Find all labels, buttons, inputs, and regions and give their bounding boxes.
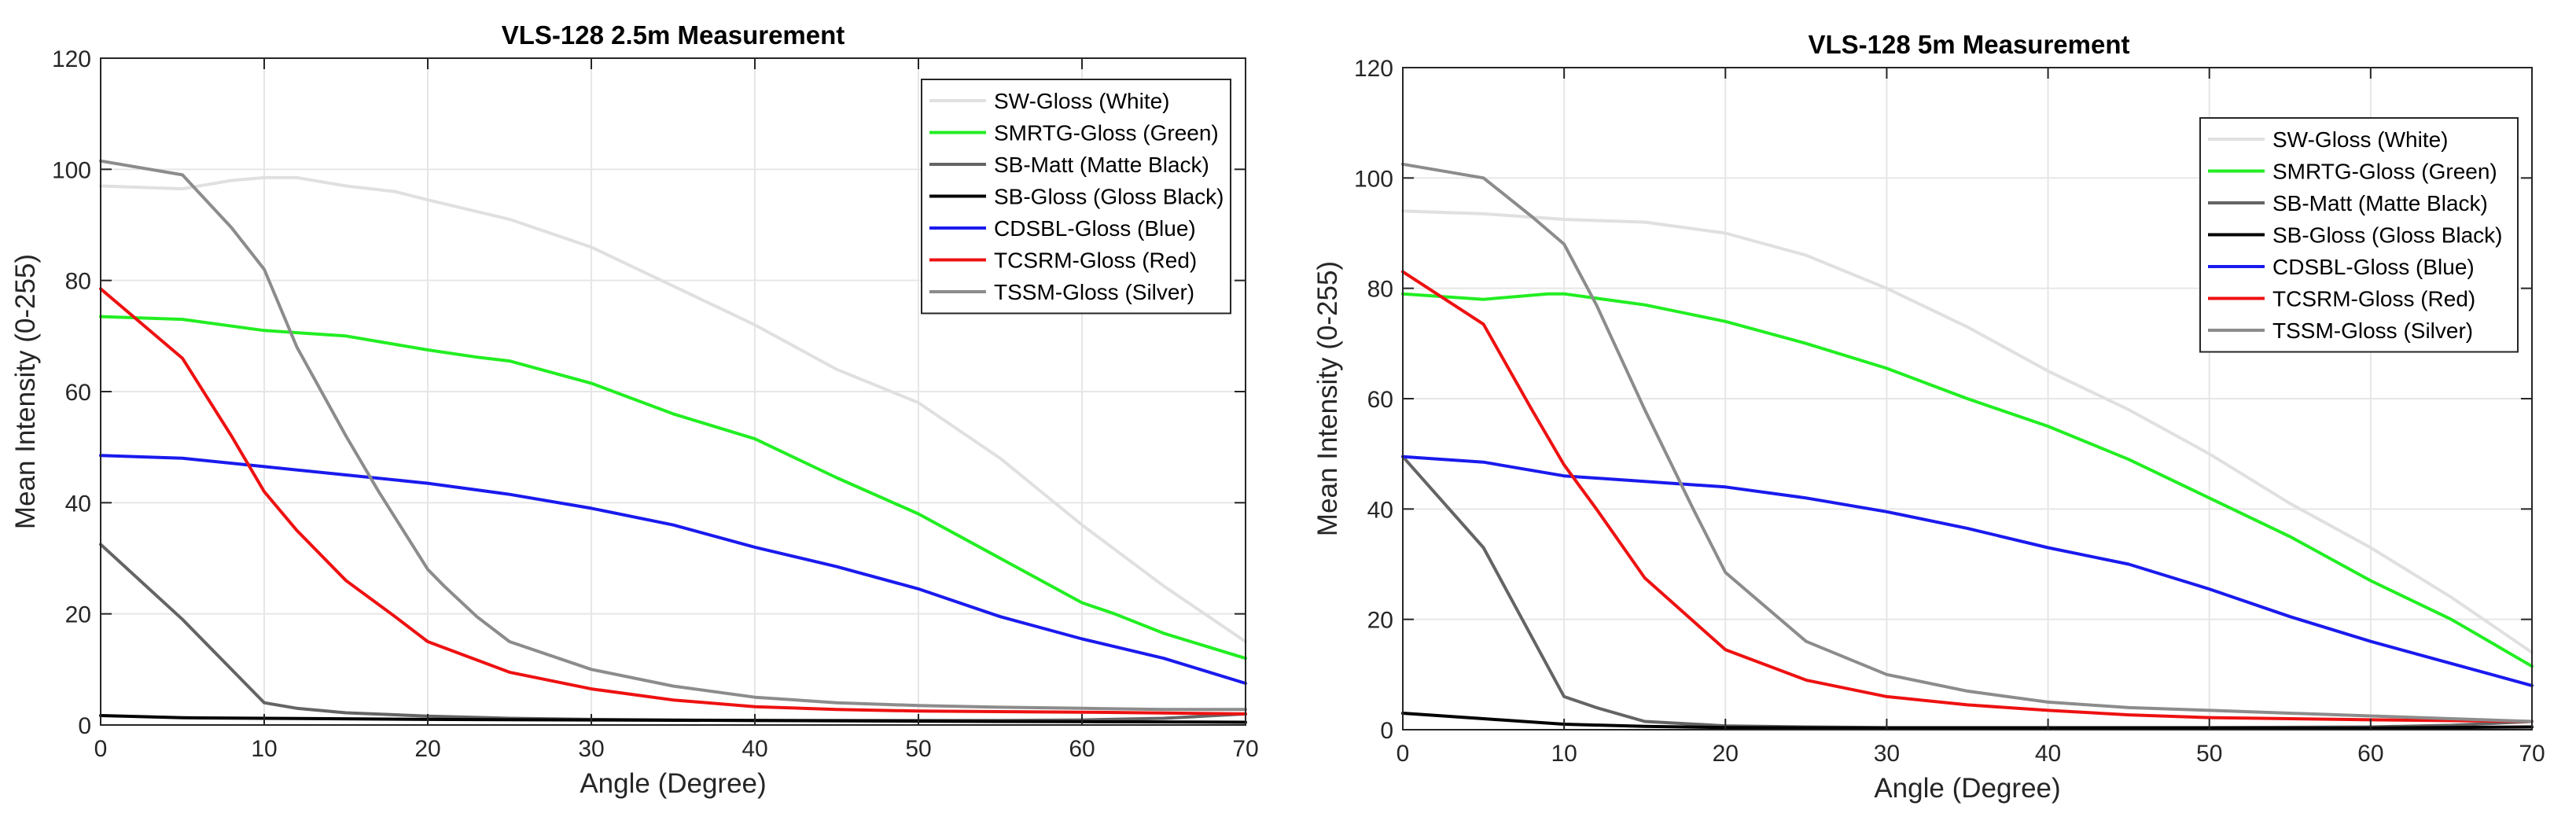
series-line-tssm-gloss-silver (99, 159, 1247, 712)
y-axis-label: Mean Intensity (0-255) (1312, 261, 1343, 536)
series-line-cdsbl-gloss-blue (1401, 454, 2534, 687)
ticks: 0 10 20 30 40 50 60 70 0 20 40 60 80 100 120 (1354, 56, 2545, 767)
x-tick-label: 40 (742, 736, 767, 762)
series-line-cdsbl-gloss-blue (99, 454, 1247, 685)
x-tick-label: 30 (1874, 741, 1900, 767)
series-line-tcsrm-gloss-red (99, 287, 1247, 716)
series-line-sb-gloss-gloss-black (1401, 712, 2534, 730)
series-line-tssm-gloss-silver (1401, 162, 2534, 723)
chart-2.5m: 0 10 20 30 40 50 60 70 0 20 40 60 80 100 120 VLS-128 2.… (10, 20, 1259, 799)
x-tick-label: 70 (1232, 736, 1258, 762)
x-tick-label: 30 (578, 736, 604, 762)
legend-label-sw-gloss-white: SW-Gloss (White) (2272, 127, 2449, 152)
y-tick-label: 20 (1367, 608, 1393, 634)
chart-title: VLS-128 2.5m Measurement (502, 20, 845, 50)
chart-2.5m-panel: 0 10 20 30 40 50 60 70 0 20 40 60 80 100 120 VLS-128 2.… (10, 20, 1259, 799)
y-tick-label: 120 (52, 46, 91, 72)
y-tick-label: 80 (1367, 277, 1393, 303)
x-tick-label: 20 (414, 736, 440, 762)
series-line-smrtg-gloss-green (99, 315, 1247, 661)
series-line-smrtg-gloss-green (1401, 292, 2534, 668)
legend-label-smrtg-gloss-green: SMRTG-Gloss (Green) (994, 121, 1219, 145)
legend-label-tcsrm-gloss-red: TCSRM-Gloss (Red) (994, 248, 1197, 273)
x-tick-label: 10 (251, 736, 277, 762)
legend-label-tssm-gloss-silver: TSSM-Gloss (Silver) (994, 280, 1194, 304)
x-tick-label: 10 (1551, 741, 1577, 767)
x-tick-label: 40 (2035, 741, 2061, 767)
y-axis-label: Mean Intensity (0-255) (10, 254, 41, 529)
y-tick-label: 120 (1354, 56, 1393, 82)
x-tick-label: 70 (2519, 741, 2545, 767)
y-tick-label: 40 (1367, 497, 1393, 523)
legend-label-sb-gloss-gloss-black: SB-Gloss (Gloss Black) (994, 185, 1224, 209)
legend-label-sb-gloss-gloss-black: SB-Gloss (Gloss Black) (2272, 223, 2503, 248)
series-line-sw-gloss-white (99, 175, 1247, 643)
series-line-tcsrm-gloss-red (1401, 270, 2534, 723)
y-tick-label: 40 (65, 491, 91, 517)
chart-title: VLS-128 5m Measurement (1808, 30, 2129, 59)
y-tick-label: 20 (65, 602, 91, 628)
legend-label-sb-matt-matte-black: SB-Matt (Matte Black) (994, 153, 1209, 177)
legend-label-tcsrm-gloss-red: TCSRM-Gloss (Red) (2272, 287, 2475, 311)
x-axis-label: Angle (Degree) (1874, 773, 2060, 804)
legend-label-sb-matt-matte-black: SB-Matt (Matte Black) (2272, 191, 2488, 215)
y-tick-label: 60 (65, 380, 91, 406)
legend-label-smrtg-gloss-green: SMRTG-Gloss (Green) (2272, 160, 2497, 184)
y-tick-label: 80 (65, 269, 91, 295)
legend-label-cdsbl-gloss-blue: CDSBL-Gloss (Blue) (2272, 255, 2475, 279)
y-tick-label: 100 (1354, 166, 1393, 192)
y-tick-label: 100 (52, 157, 91, 183)
y-tick-label: 60 (1367, 387, 1393, 413)
y-tick-label: 0 (1380, 718, 1393, 744)
x-axis-label: Angle (Degree) (580, 768, 766, 799)
chart-5m-panel: 0 10 20 30 40 50 60 70 0 20 40 60 80 100 120 VLS-128 5m… (1288, 0, 2576, 828)
x-tick-label: 50 (905, 736, 931, 762)
legend-label-cdsbl-gloss-blue: CDSBL-Gloss (Blue) (994, 216, 1196, 241)
chart-5m: 0 10 20 30 40 50 60 70 0 20 40 60 80 100 120 VLS-128 5m… (1312, 30, 2545, 804)
legend: SW-Gloss (White) SMRTG-Gloss (Green) SB-Ma… (921, 79, 1231, 315)
legend-label-tssm-gloss-silver: TSSM-Gloss (Silver) (2272, 318, 2473, 343)
x-tick-label: 0 (1397, 741, 1410, 767)
series-line-sw-gloss-white (1401, 209, 2534, 654)
x-tick-label: 20 (1713, 741, 1739, 767)
series-group (1401, 162, 2534, 730)
x-tick-label: 60 (1069, 736, 1095, 762)
x-tick-label: 0 (94, 736, 108, 762)
legend-label-sw-gloss-white: SW-Gloss (White) (994, 89, 1170, 113)
ticks: 0 10 20 30 40 50 60 70 0 20 40 60 80 100 120 (52, 46, 1259, 762)
x-tick-label: 50 (2196, 741, 2222, 767)
legend: SW-Gloss (White) SMRTG-Gloss (Green) SB-Ma… (2199, 117, 2519, 353)
y-tick-label: 0 (78, 713, 91, 739)
x-tick-label: 60 (2357, 741, 2383, 767)
